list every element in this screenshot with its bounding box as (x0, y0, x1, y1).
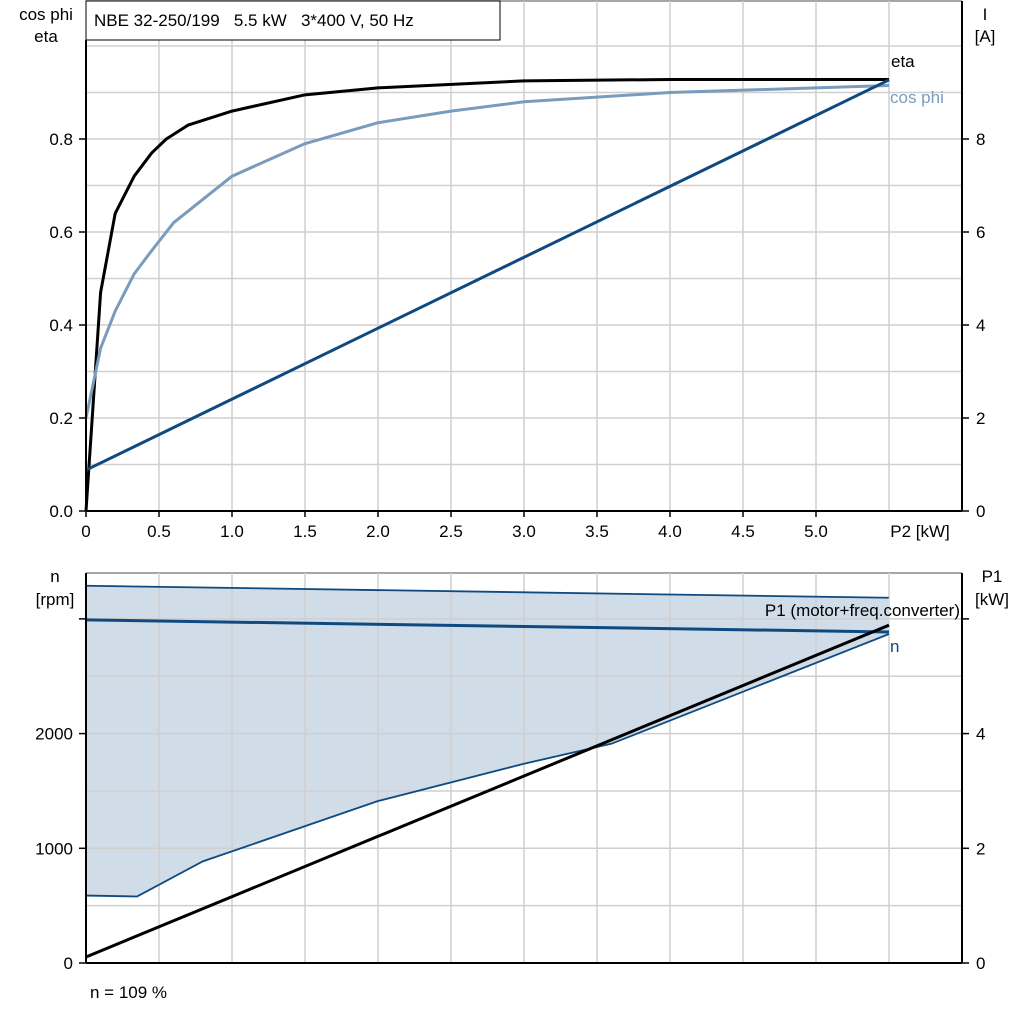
n-curve (85, 618, 890, 634)
x-tick-label: 2.0 (366, 522, 390, 541)
y-tick-label-right: 2 (976, 839, 985, 858)
y-tick-label-right: 8 (976, 130, 985, 149)
title-box (85, 0, 501, 41)
y-tick-label-left: 0.6 (49, 223, 73, 242)
y-tick-label-right: 0 (976, 502, 985, 521)
x-tick-label: 5.0 (804, 522, 828, 541)
x-tick-label: 0 (81, 522, 90, 541)
current-curve (85, 78, 890, 472)
y-tick-label-left: 0.2 (49, 409, 73, 428)
y-tick-label-left: 0 (64, 954, 73, 973)
y-label-right-unit: [A] (975, 27, 996, 46)
y-label-n: n (50, 567, 59, 586)
y-label-right-i: I (983, 5, 988, 24)
eta-curve (84, 77, 889, 512)
speed-range-area (86, 585, 889, 897)
y-label-cosphi: cos phi (19, 5, 73, 24)
x-tick-label: 4.0 (658, 522, 682, 541)
legend-cos-phi: cos phi (890, 88, 944, 107)
y-label-kw: [kW] (975, 590, 1009, 609)
y-tick-label-left: 0.4 (49, 316, 73, 335)
y-tick-label-right: 0 (976, 954, 985, 973)
x-tick-label: 0.5 (147, 522, 171, 541)
p1-motor-freq-converter--curve (85, 623, 890, 959)
y-tick-label-left: 1000 (35, 839, 73, 858)
y-tick-label-left: 2000 (35, 725, 73, 744)
y-tick-label-right: 4 (976, 316, 985, 335)
top-plot: 0.0 0.2 0.4 0.6 0.8 0 2 4 6 8 0 0.5 1.0 1.5 2.0 2.5 3.0 3… (49, 0, 985, 541)
footnote: n = 109 % (90, 983, 167, 1002)
y-label-p1: P1 (982, 567, 1003, 586)
x-tick-label: 1.5 (293, 522, 317, 541)
x-label: P2 [kW] (890, 522, 950, 541)
x-tick-label: 2.5 (439, 522, 463, 541)
x-tick-label: 4.5 (731, 522, 755, 541)
legend-n: n (890, 637, 899, 656)
chart-title: NBE 32-250/199 5.5 kW 3*400 V, 50 Hz (94, 11, 414, 30)
max-speed-line (85, 584, 890, 599)
y-tick-label-left: 0.8 (49, 130, 73, 149)
legend-p1: P1 (motor+freq.converter) (765, 601, 960, 620)
min-speed-line (85, 633, 890, 898)
bottom-plot: 0 1000 2000 0 2 4 (35, 572, 985, 973)
y-tick-label-right: 6 (976, 223, 985, 242)
y-tick-label-right: 4 (976, 725, 985, 744)
y-tick-label-right: 2 (976, 409, 985, 428)
cos-phi-curve (84, 84, 890, 419)
x-tick-label: 3.0 (512, 522, 536, 541)
y-label-rpm: [rpm] (36, 590, 75, 609)
legend-eta: eta (891, 52, 915, 71)
y-tick-label-left: 0.0 (49, 502, 73, 521)
x-tick-label: 1.0 (220, 522, 244, 541)
y-label-eta: eta (34, 27, 58, 46)
x-tick-label: 3.5 (585, 522, 609, 541)
